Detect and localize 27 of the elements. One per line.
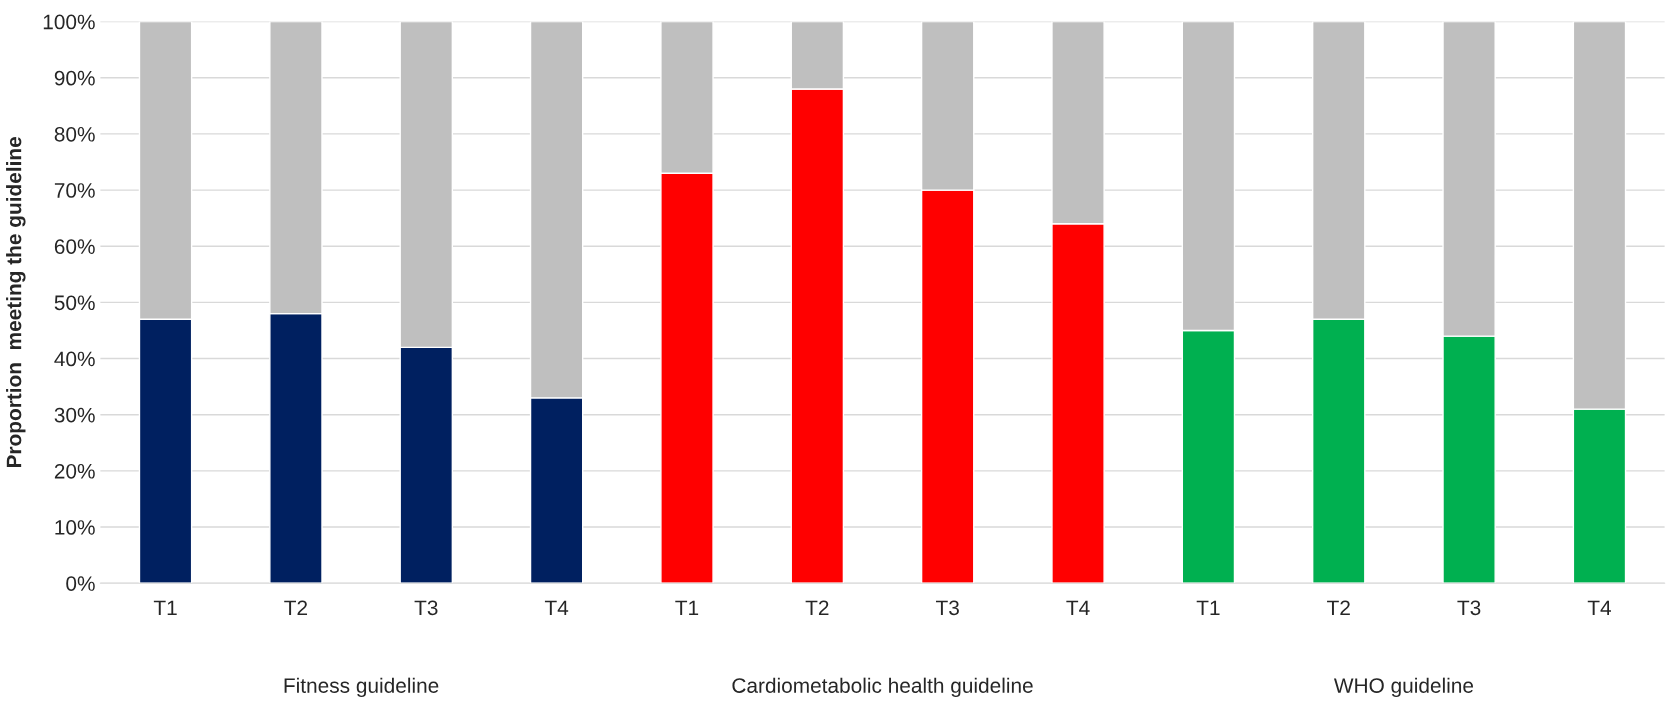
y-tick-label: 100% <box>43 14 95 30</box>
x-tick-label: T2 <box>805 600 829 615</box>
y-tick-label: 60% <box>54 239 95 254</box>
x-tick-label: T1 <box>675 600 699 615</box>
y-axis-title: Proportion meeting the guideline <box>6 137 26 468</box>
x-tick-label: T4 <box>1587 600 1612 615</box>
y-tick-label: 30% <box>54 407 95 423</box>
y-tick-label: 50% <box>54 295 95 311</box>
x-tick-label: T4 <box>1066 600 1090 615</box>
x-tick-label: T2 <box>284 600 308 615</box>
y-tick-label: 20% <box>54 463 95 479</box>
y-tick-label: 0% <box>66 576 95 591</box>
y-tick-label: 40% <box>54 351 95 367</box>
x-tick-label: T3 <box>936 600 959 616</box>
x-tick-label: T3 <box>1457 600 1481 616</box>
y-tick-label: 80% <box>54 126 95 142</box>
text: WHO guideline <box>1333 677 1474 698</box>
x-tick-label: T2 <box>1327 600 1350 615</box>
y-tick-label: 90% <box>54 70 95 86</box>
text: Cardiometabolic health guideline <box>732 677 1033 698</box>
y-tick-label: 10% <box>55 520 95 535</box>
text: Fitness guideline <box>284 677 439 698</box>
x-tick-label: T1 <box>1196 600 1220 615</box>
x-tick-label: T1 <box>153 600 177 615</box>
x-tick-label: T4 <box>544 600 569 615</box>
y-tick-label: 70% <box>54 183 95 198</box>
x-tick-label: T3 <box>414 600 438 616</box>
